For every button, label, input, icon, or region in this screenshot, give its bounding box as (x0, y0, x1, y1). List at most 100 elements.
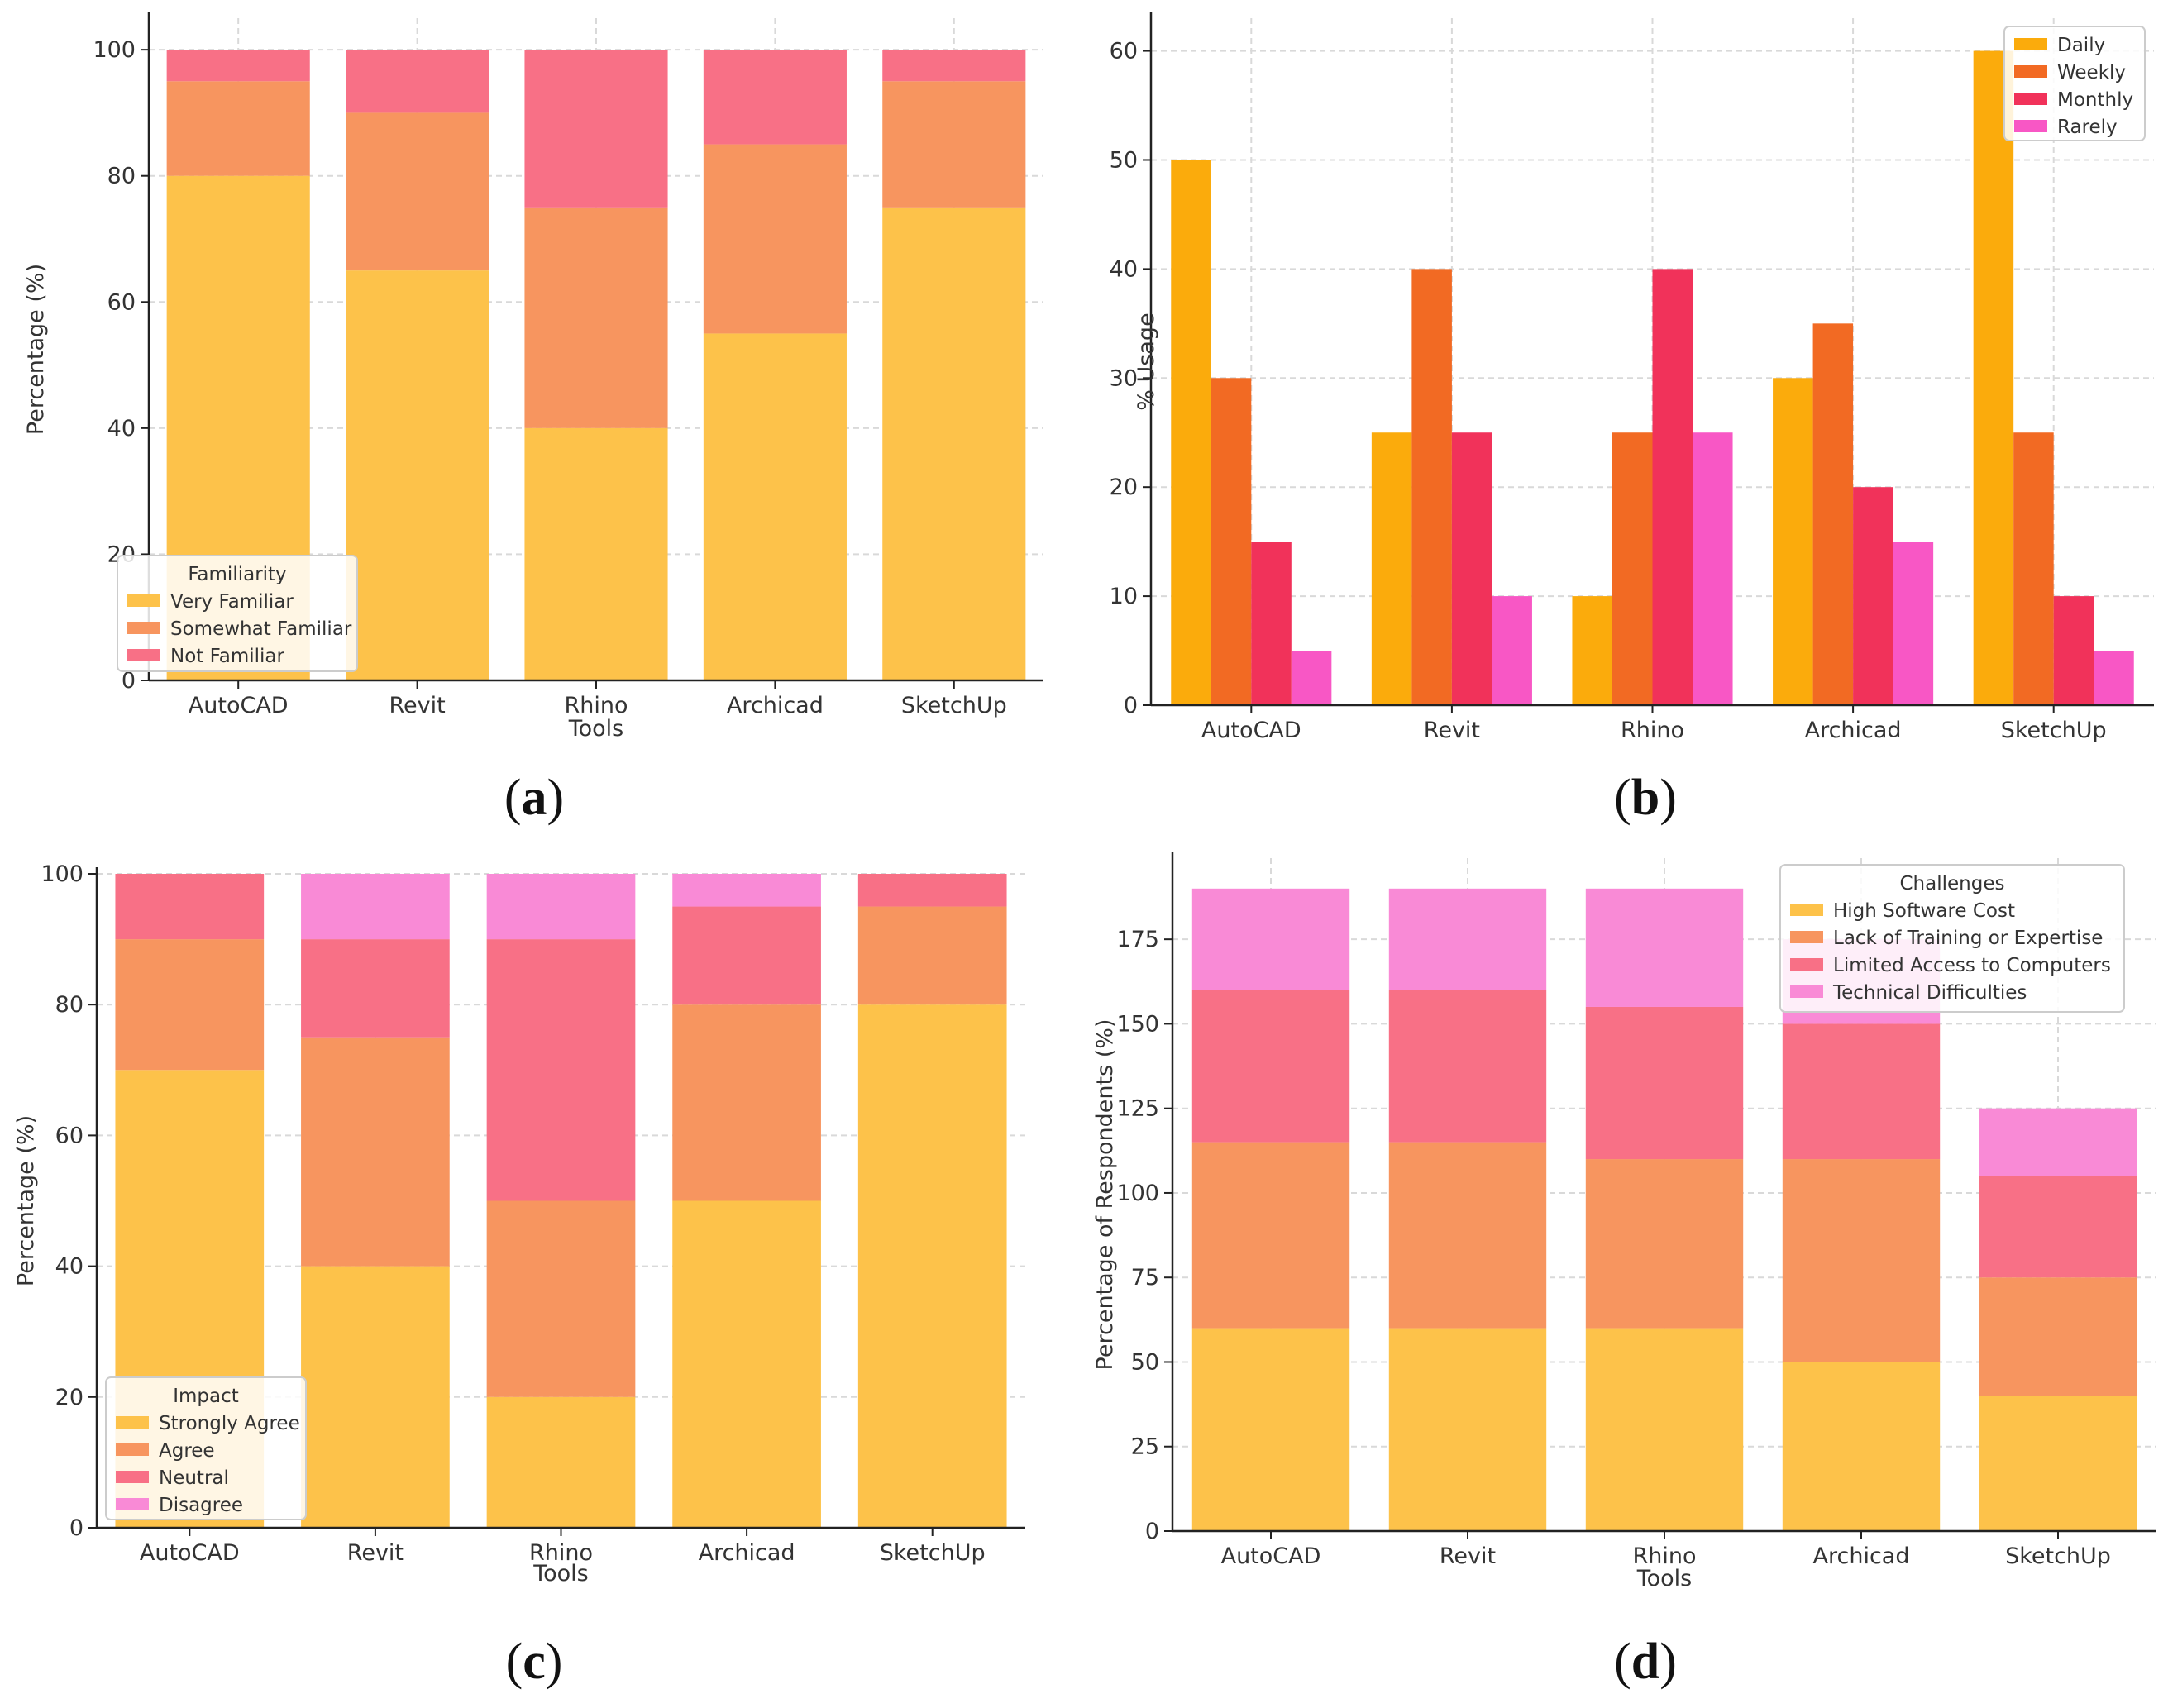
y-tick-label: 75 (1131, 1265, 1159, 1291)
y-tick-label: 20 (55, 1385, 84, 1410)
y-tick-label: 0 (122, 668, 136, 694)
panel-caption: (d) (1614, 1634, 1677, 1690)
bar-weekly-rhino (1612, 432, 1653, 705)
y-tick-label: 150 (1116, 1011, 1159, 1037)
bar-monthly-sketchup (2053, 596, 2094, 705)
bar-technical-difficulties-sketchup (1979, 1108, 2137, 1176)
caption-close: ) (547, 770, 565, 826)
legend-swatch (116, 1471, 149, 1483)
x-tick-label: AutoCAD (140, 1540, 240, 1566)
chart-panel-d: 0 25 50 75 100 125 150 175 AutoCAD Revit Rhino Arch… (1092, 852, 2156, 1690)
bar-rarely-autocad (1291, 651, 1332, 705)
x-tick-label: AutoCAD (189, 693, 289, 718)
bar-not-familiar-autocad (166, 50, 310, 82)
bar-agree-sketchup (857, 906, 1007, 1005)
bar-rarely-archicad (1893, 542, 1934, 705)
legend-entry: Strongly Agree (159, 1413, 300, 1434)
bar-agree-rhino (486, 1200, 636, 1397)
legend-entry: Somewhat Familiar (170, 618, 352, 640)
bar-lack-of-training-or-expertise-rhino (1585, 1159, 1744, 1329)
legend-entry: Disagree (159, 1495, 243, 1516)
bar-daily-archicad (1773, 378, 1813, 705)
y-tick-label: 50 (1131, 1349, 1159, 1375)
bar-rarely-revit (1492, 596, 1532, 705)
y-tick-label: 40 (1110, 256, 1138, 282)
x-tick-label: Revit (347, 1540, 404, 1566)
y-tick-label: 60 (107, 289, 136, 315)
bar-limited-access-to-computers-autocad (1191, 990, 1350, 1143)
y-tick-label: 10 (1110, 584, 1138, 609)
bar-limited-access-to-computers-archicad (1782, 1023, 1941, 1160)
y-tick-label: 60 (1110, 39, 1138, 64)
bar-disagree-rhino (486, 874, 636, 940)
bar-lack-of-training-or-expertise-sketchup (1979, 1277, 2137, 1396)
x-axis-label: Tools (568, 716, 624, 742)
legend: Impact Strongly Agree Agree Neutral Disagree (105, 1376, 307, 1520)
x-tick-label: SketchUp (901, 693, 1007, 718)
panel-caption: (c) (506, 1634, 563, 1690)
bar-neutral-sketchup (857, 874, 1007, 907)
y-tick-label: 40 (107, 416, 136, 441)
legend-entry: Limited Access to Computers (1833, 955, 2111, 976)
bar-high-software-cost-revit (1388, 1328, 1547, 1531)
bar-somewhat-familiar-revit (346, 112, 489, 271)
legend: Daily Weekly Monthly Rarely (2003, 26, 2146, 141)
legend-swatch (1790, 931, 1823, 943)
bar-somewhat-familiar-sketchup (882, 81, 1026, 208)
legend-entry: Not Familiar (170, 646, 284, 667)
legend-entry: Daily (2057, 35, 2105, 56)
legend-swatch (2014, 120, 2047, 132)
bar-monthly-rhino (1652, 269, 1693, 705)
bar-agree-revit (301, 1037, 450, 1267)
caption-open: ( (506, 1634, 523, 1690)
bar-very-familiar-rhino (524, 427, 668, 680)
panel-caption: (a) (504, 770, 564, 826)
legend-entry: Very Familiar (170, 591, 294, 613)
bar-not-familiar-revit (346, 50, 489, 113)
x-tick-label: Rhino (1632, 1543, 1696, 1569)
bar-limited-access-to-computers-sketchup (1979, 1176, 2137, 1278)
x-tick-label: SketchUp (2005, 1543, 2111, 1569)
y-tick-label: 100 (41, 861, 84, 887)
bar-high-software-cost-rhino (1585, 1328, 1744, 1531)
legend-entry: High Software Cost (1833, 900, 2015, 922)
bar-somewhat-familiar-autocad (166, 81, 310, 176)
caption-letter: d (1631, 1634, 1659, 1690)
x-tick-label: Revit (1440, 1543, 1496, 1569)
legend-box (117, 555, 358, 672)
x-tick-label: Rhino (564, 693, 628, 718)
y-tick-label: 40 (55, 1254, 84, 1280)
legend-swatch (2014, 93, 2047, 105)
bar-rarely-rhino (1693, 432, 1733, 705)
y-tick-label: 125 (1116, 1096, 1159, 1122)
x-tick-label: AutoCAD (1201, 718, 1301, 743)
bar-high-software-cost-sketchup (1979, 1396, 2137, 1531)
x-tick-label: AutoCAD (1221, 1543, 1321, 1569)
bar-daily-revit (1371, 432, 1412, 705)
bar-daily-autocad (1171, 160, 1211, 705)
legend-title: Challenges (1900, 873, 2005, 895)
bar-strongly-agree-revit (301, 1266, 450, 1528)
bar-somewhat-familiar-rhino (524, 207, 668, 428)
panel-caption: (b) (1614, 770, 1677, 826)
bar-weekly-autocad (1211, 378, 1252, 705)
x-tick-label: Revit (389, 693, 445, 718)
y-tick-label: 175 (1116, 927, 1159, 952)
bar-monthly-archicad (1853, 487, 1893, 705)
chart-panel-c: 0 20 40 60 80 100 AutoCAD Revit Rhino Archicad Ske… (13, 861, 1025, 1690)
legend-box (105, 1376, 307, 1520)
bar-not-familiar-rhino (524, 50, 668, 208)
bar-disagree-revit (301, 874, 450, 940)
legend-entry: Neutral (159, 1467, 229, 1489)
bar-very-familiar-archicad (703, 333, 847, 680)
y-tick-label: 0 (1124, 693, 1138, 718)
y-tick-label: 30 (1110, 365, 1138, 391)
chart-panel-b: 0 10 20 30 40 50 60 AutoCAD Revit Rhino Archicad Sk… (1110, 12, 2154, 826)
y-tick-label: 0 (69, 1515, 84, 1541)
caption-close: ) (1659, 1634, 1677, 1690)
bar-disagree-archicad (672, 874, 821, 907)
y-tick-label: 60 (55, 1123, 84, 1148)
legend-entry: Monthly (2057, 89, 2133, 111)
